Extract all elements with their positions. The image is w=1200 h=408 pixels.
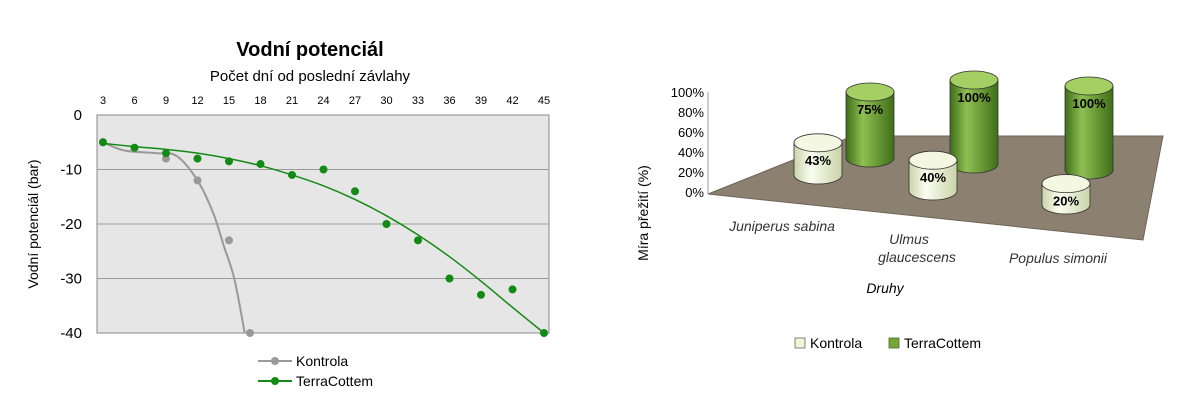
legend-entry-kontrola: Kontrola xyxy=(258,353,348,369)
x-tick-label: 3 xyxy=(100,95,106,107)
legend-entry-terracottem: TerraCottem xyxy=(258,373,373,389)
y-tick-labels: 0 -10 -20 -30 -40 xyxy=(60,107,82,342)
data-point-terracottem xyxy=(414,236,422,245)
data-label: 40% xyxy=(920,170,946,185)
data-label: 75% xyxy=(857,102,883,117)
y-tick-label: -40 xyxy=(60,325,82,342)
y-tick-label: -20 xyxy=(60,216,82,233)
data-point-kontrola xyxy=(193,176,202,185)
data-point-terracottem xyxy=(162,149,170,158)
legend-label-terracottem: TerraCottem xyxy=(904,335,981,351)
y-tick-label: 80% xyxy=(678,105,704,120)
series-line-terracottem xyxy=(102,142,545,334)
data-point-terracottem xyxy=(130,143,139,152)
cylinder-terracottem: 75% xyxy=(845,82,895,168)
cylinder-layer: 75% 100% 100% 43% 40% 20% xyxy=(793,70,1114,215)
data-point-terracottem xyxy=(319,165,328,174)
legend: Kontrola TerraCottem xyxy=(258,353,373,389)
data-point-terracottem xyxy=(225,157,233,166)
y-tick-label: 60% xyxy=(678,125,704,140)
data-point-terracottem xyxy=(540,329,548,337)
data-label: 20% xyxy=(1053,194,1079,209)
legend-entry-terracottem: TerraCottem xyxy=(888,335,981,351)
water-potential-chart: Vodní potenciál Počet dní od poslední zá… xyxy=(25,39,550,389)
category-label-juniperus: Juniperus sabina xyxy=(728,218,835,234)
category-label-populus: Populus simonii xyxy=(1009,250,1108,266)
cylinder-kontrola: 40% xyxy=(908,150,958,201)
y-tick-label: 0% xyxy=(685,185,704,200)
data-point-kontrola xyxy=(225,236,233,245)
y-axis-label: Vodní potenciál (bar) xyxy=(25,159,41,288)
x-tick-label: 30 xyxy=(380,95,392,107)
category-label-ulmus-line1: Ulmus xyxy=(889,231,929,247)
data-point-terracottem xyxy=(256,160,265,169)
x-tick-label: 45 xyxy=(538,95,550,107)
x-axis-label: Počet dní od poslední závlahy xyxy=(210,68,411,85)
x-tick-label: 12 xyxy=(191,95,203,107)
legend-entry-kontrola: Kontrola xyxy=(794,335,862,351)
x-tick-label: 39 xyxy=(475,95,487,107)
y-tick-label: -10 xyxy=(60,162,82,179)
x-tick-labels: 3 6 9 12 15 18 21 24 27 30 33 36 39 42 45 xyxy=(100,95,550,107)
cylinder-kontrola: 20% xyxy=(1041,174,1091,215)
cylinder-terracottem: 100% xyxy=(1064,76,1114,180)
x-tick-label: 6 xyxy=(131,95,137,107)
data-label: 100% xyxy=(1072,96,1106,111)
data-label: 100% xyxy=(957,90,991,105)
data-point-terracottem xyxy=(288,170,296,179)
x-tick-label: 18 xyxy=(254,95,266,107)
legend: Kontrola TerraCottem xyxy=(794,335,981,351)
x-tick-label: 9 xyxy=(163,95,169,107)
y-tick-label: 40% xyxy=(678,145,704,160)
x-tick-label: 33 xyxy=(412,95,424,107)
data-point-terracottem xyxy=(193,154,202,163)
x-tick-label: 15 xyxy=(223,95,235,107)
cylinder-kontrola: 43% xyxy=(793,133,843,185)
data-point-terracottem xyxy=(445,274,454,283)
data-point-terracottem xyxy=(382,220,391,228)
y-tick-label: 100% xyxy=(671,85,705,100)
x-tick-label: 27 xyxy=(349,95,361,107)
y-tick-label: 20% xyxy=(678,165,704,180)
category-label-ulmus-line2: glaucescens xyxy=(878,249,956,265)
data-point-terracottem xyxy=(99,138,107,147)
data-point-terracottem xyxy=(351,187,359,196)
x-tick-label: 24 xyxy=(317,95,329,107)
y-tick-labels: 100% 80% 60% 40% 20% 0% xyxy=(671,85,705,200)
data-label: 43% xyxy=(805,153,831,168)
x-tick-label: 21 xyxy=(286,95,298,107)
series-layer xyxy=(99,138,548,337)
survival-rate-chart: 100% 80% 60% 40% 20% 0% Míra přežití (%) 75% 1… xyxy=(635,70,1164,351)
y-tick-label: 0 xyxy=(74,107,82,124)
legend-label-kontrola: Kontrola xyxy=(296,353,348,369)
x-axis-label: Druhy xyxy=(866,280,904,296)
data-point-terracottem xyxy=(477,290,485,299)
chart-title: Vodní potenciál xyxy=(236,39,383,61)
data-point-terracottem xyxy=(508,285,517,294)
y-axis-label: Míra přežití (%) xyxy=(635,165,651,261)
cylinder-terracottem: 100% xyxy=(949,70,999,174)
x-tick-label: 42 xyxy=(506,95,518,107)
data-point-kontrola xyxy=(246,329,254,337)
legend-label-kontrola: Kontrola xyxy=(810,335,862,351)
y-tick-label: -30 xyxy=(60,271,82,288)
x-tick-label: 36 xyxy=(443,95,455,107)
legend-label-terracottem: TerraCottem xyxy=(296,373,373,389)
